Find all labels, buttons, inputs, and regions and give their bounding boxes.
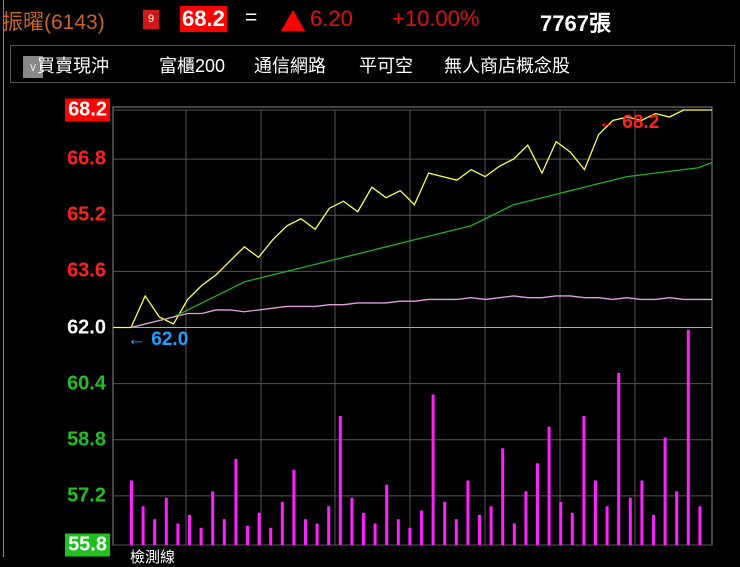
tag-bar: ∨ 買賣現沖 富櫃200 通信網路 平可空 無人商店概念股	[10, 45, 735, 83]
low-price-marker: ← 62.0	[127, 329, 188, 350]
volume-bar	[501, 448, 505, 545]
volume-bar	[443, 502, 447, 545]
volume-bar	[130, 480, 133, 545]
y-tick-label: 63.6	[67, 259, 106, 282]
volume-bar	[211, 491, 215, 545]
volume-bar	[489, 506, 493, 545]
y-tick-label: 55.8	[65, 533, 110, 557]
volume-bar	[524, 491, 528, 545]
volume-bar	[675, 491, 679, 545]
tag-item[interactable]: 無人商店概念股	[444, 56, 570, 76]
volume-bar	[698, 506, 702, 545]
tag-item[interactable]: 買賣現沖	[37, 56, 109, 76]
volume-bar	[269, 527, 273, 545]
volume-bar	[350, 497, 354, 545]
volume-bar	[663, 437, 667, 545]
volume-bar	[315, 523, 319, 545]
volume-bar	[570, 512, 574, 545]
volume-bar	[164, 497, 168, 545]
plot-frame	[112, 106, 713, 546]
volume-bar	[617, 373, 621, 545]
window-border	[3, 0, 4, 557]
volume-bar	[385, 484, 389, 545]
price-equal-sign: =	[245, 6, 258, 29]
y-tick-label: 60.4	[67, 372, 106, 395]
tag-item[interactable]: 平可空	[359, 56, 413, 76]
volume-bar	[188, 514, 191, 545]
volume-bar	[199, 527, 203, 545]
y-tick-label: 57.2	[67, 484, 106, 507]
volume-bar	[176, 523, 180, 545]
high-price-marker: ← 68.2	[598, 112, 659, 133]
last-price: 68.2	[180, 6, 227, 32]
volume-bar	[594, 480, 597, 545]
volume-bar	[640, 480, 644, 545]
chevron-down-icon[interactable]: ∨	[23, 56, 43, 78]
volume-bar	[222, 519, 226, 545]
volume-bar	[628, 497, 632, 545]
volume-bar	[246, 525, 249, 545]
volume-bar	[431, 394, 435, 545]
price-line	[130, 109, 712, 328]
quote-header: 振曜(6143) 9 68.2 = 6.20 +10.00% 7767張	[0, 0, 740, 40]
up-triangle-icon	[281, 10, 305, 31]
y-tick-label: 66.8	[67, 147, 106, 170]
volume-bar	[582, 416, 586, 545]
volume-bar	[280, 502, 284, 545]
volume-bar	[454, 519, 458, 545]
volume: 7767張	[540, 11, 611, 36]
reference-line	[130, 295, 712, 329]
y-tick-label: 65.2	[67, 203, 106, 226]
volume-bar	[362, 512, 365, 545]
badge: 9	[143, 10, 159, 29]
volume-bar	[478, 514, 481, 545]
volume-bar	[141, 506, 145, 545]
percent-change: +10.00%	[392, 6, 480, 31]
price-change: 6.20	[310, 6, 353, 31]
stock-name[interactable]: 振曜(6143)	[2, 11, 105, 34]
volume-bar	[547, 426, 551, 545]
volume-bar	[420, 510, 423, 545]
volume-bar	[338, 416, 342, 545]
volume-bar	[466, 480, 470, 545]
volume-bar	[536, 463, 539, 545]
tag-item[interactable]: 富櫃200	[159, 56, 226, 76]
y-tick-label: 68.2	[65, 98, 110, 122]
volume-bar	[396, 519, 400, 545]
volume-bar	[652, 514, 655, 545]
y-tick-label: 58.8	[67, 428, 106, 451]
volume-bar	[512, 523, 516, 545]
volume-bar	[605, 506, 609, 545]
volume-bar	[304, 519, 307, 545]
tag-item[interactable]: 通信網路	[254, 56, 326, 76]
volume-bar	[559, 502, 563, 545]
average-line	[130, 162, 713, 329]
volume-bar	[327, 506, 331, 545]
volume-bar	[234, 459, 238, 545]
volume-bar	[292, 469, 296, 545]
volume-bar	[373, 523, 377, 545]
volume-bar	[408, 527, 412, 545]
volume-bar	[153, 519, 157, 545]
volume-bar	[686, 330, 690, 545]
y-tick-label: 62.0	[67, 316, 106, 338]
volume-bar	[257, 512, 261, 545]
